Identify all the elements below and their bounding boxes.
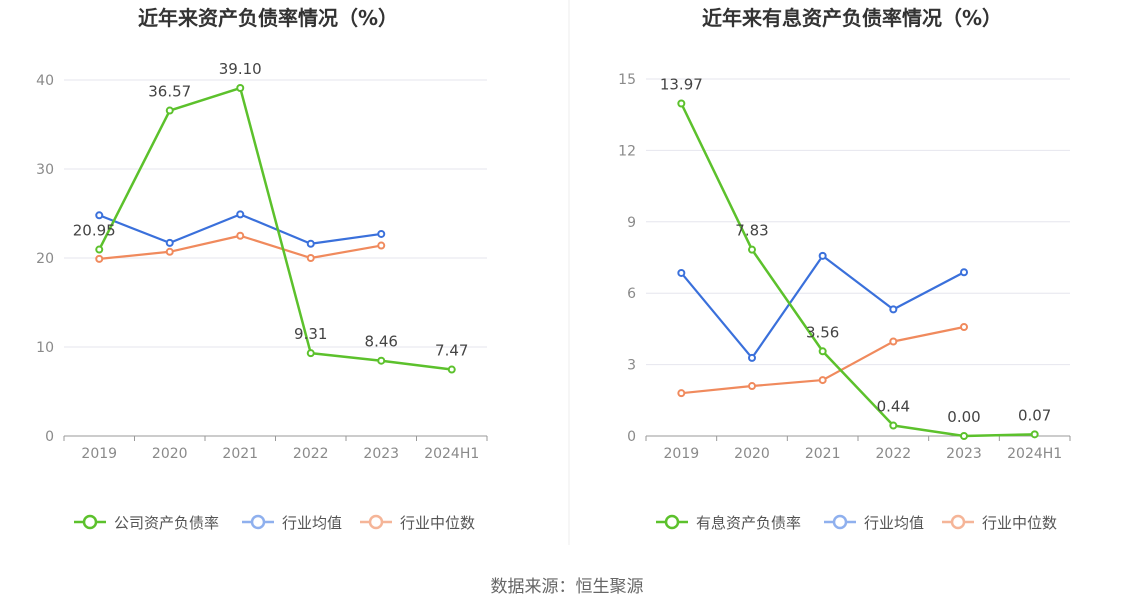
legend-marker [950,514,966,530]
y-tick-label: 0 [45,429,54,445]
x-tick-label: 2023 [946,446,982,462]
legend-marker [368,514,384,530]
data-label: 0.44 [877,398,910,416]
data-point-median [377,241,386,250]
chart-title: 近年来有息资产负债率情况（%） [702,6,1002,30]
data-point-company [165,106,174,115]
y-tick-label: 40 [36,73,54,89]
data-point-company [748,245,756,254]
legend-marker [82,514,98,530]
interest-debt-ratio-chart: 近年来有息资产负债率情况（%） 0 3 6 9 12 15 2019 2020 2021 2022 2… [618,6,1071,532]
data-label: 0.00 [947,408,980,426]
data-point-median [306,254,315,262]
data-label: 39.10 [219,60,262,78]
data-point-median [165,247,174,256]
y-tick-label: 12 [618,143,636,159]
data-point-company [1030,430,1039,439]
data-point-company [236,84,245,93]
data-point-avg [95,211,104,220]
chart-title: 近年来资产负债率情况（%） [138,6,398,30]
x-tick-label: 2023 [363,446,399,462]
data-point-company [377,356,386,365]
data-point-avg [960,268,968,277]
x-tick-label: 2024H1 [1007,446,1062,462]
legend-marker [832,514,848,530]
data-point-company [889,421,898,430]
data-label: 9.31 [294,325,327,343]
data-point-avg [165,238,174,247]
data-point-company [677,99,686,108]
data-point-median [960,322,968,331]
data-point-company [960,432,968,440]
data-label: 7.83 [735,222,768,240]
data-source: 数据来源：恒生聚源 [491,577,644,597]
data-point-company [306,349,315,358]
x-tick-label: 2022 [293,446,329,462]
data-label: 7.47 [435,342,468,360]
x-tick-label: 2022 [876,446,912,462]
data-point-median [95,254,104,263]
x-tick-label: 2019 [664,446,700,462]
data-point-avg [677,268,686,277]
data-point-avg [818,251,827,260]
series-line-company [98,86,452,371]
data-point-company [95,245,104,254]
legend-label: 行业中位数 [400,514,475,532]
data-point-avg [748,353,756,362]
y-tick-label: 20 [36,251,54,267]
data-label: 13.97 [660,76,703,94]
data-label: 8.46 [365,333,398,351]
series-line-company [680,102,1035,438]
data-point-company [447,365,456,374]
data-point-median [818,376,827,385]
x-tick-label: 2021 [805,446,841,462]
data-label: 3.56 [806,323,839,341]
legend-label: 行业中位数 [982,514,1057,532]
x-tick-label: 2024H1 [424,446,479,462]
data-label: 20.95 [73,222,116,240]
data-point-median [889,337,898,346]
x-tick-label: 2020 [734,446,770,462]
data-point-median [236,231,245,240]
data-label: 36.57 [148,83,191,101]
legend-label: 行业均值 [282,514,342,532]
legend-label: 行业均值 [864,514,924,532]
data-point-median [748,382,756,391]
y-tick-label: 10 [36,340,54,356]
y-tick-label: 0 [627,429,636,445]
data-point-median [677,389,686,398]
legend-label: 公司资产负债率 [114,514,219,532]
legend-marker [250,514,266,530]
data-point-avg [306,239,315,248]
y-tick-label: 30 [36,162,54,178]
data-label: 0.07 [1018,406,1051,424]
legend-label: 有息资产负债率 [696,514,801,532]
debt-ratio-chart: 近年来资产负债率情况（%） 0 10 20 30 40 2019 2020 2021 2022 20… [36,6,488,532]
data-point-company [818,347,827,356]
y-tick-label: 15 [618,72,636,88]
data-point-avg [889,305,898,314]
legend-marker [664,514,680,530]
y-tick-label: 3 [627,358,636,374]
x-tick-label: 2021 [222,446,258,462]
data-point-avg [377,229,386,238]
data-point-avg [236,210,245,219]
y-tick-label: 9 [627,215,636,231]
series-line-avg [680,254,965,360]
x-tick-label: 2020 [152,446,188,462]
x-tick-label: 2019 [81,446,117,462]
y-tick-label: 6 [627,286,636,302]
